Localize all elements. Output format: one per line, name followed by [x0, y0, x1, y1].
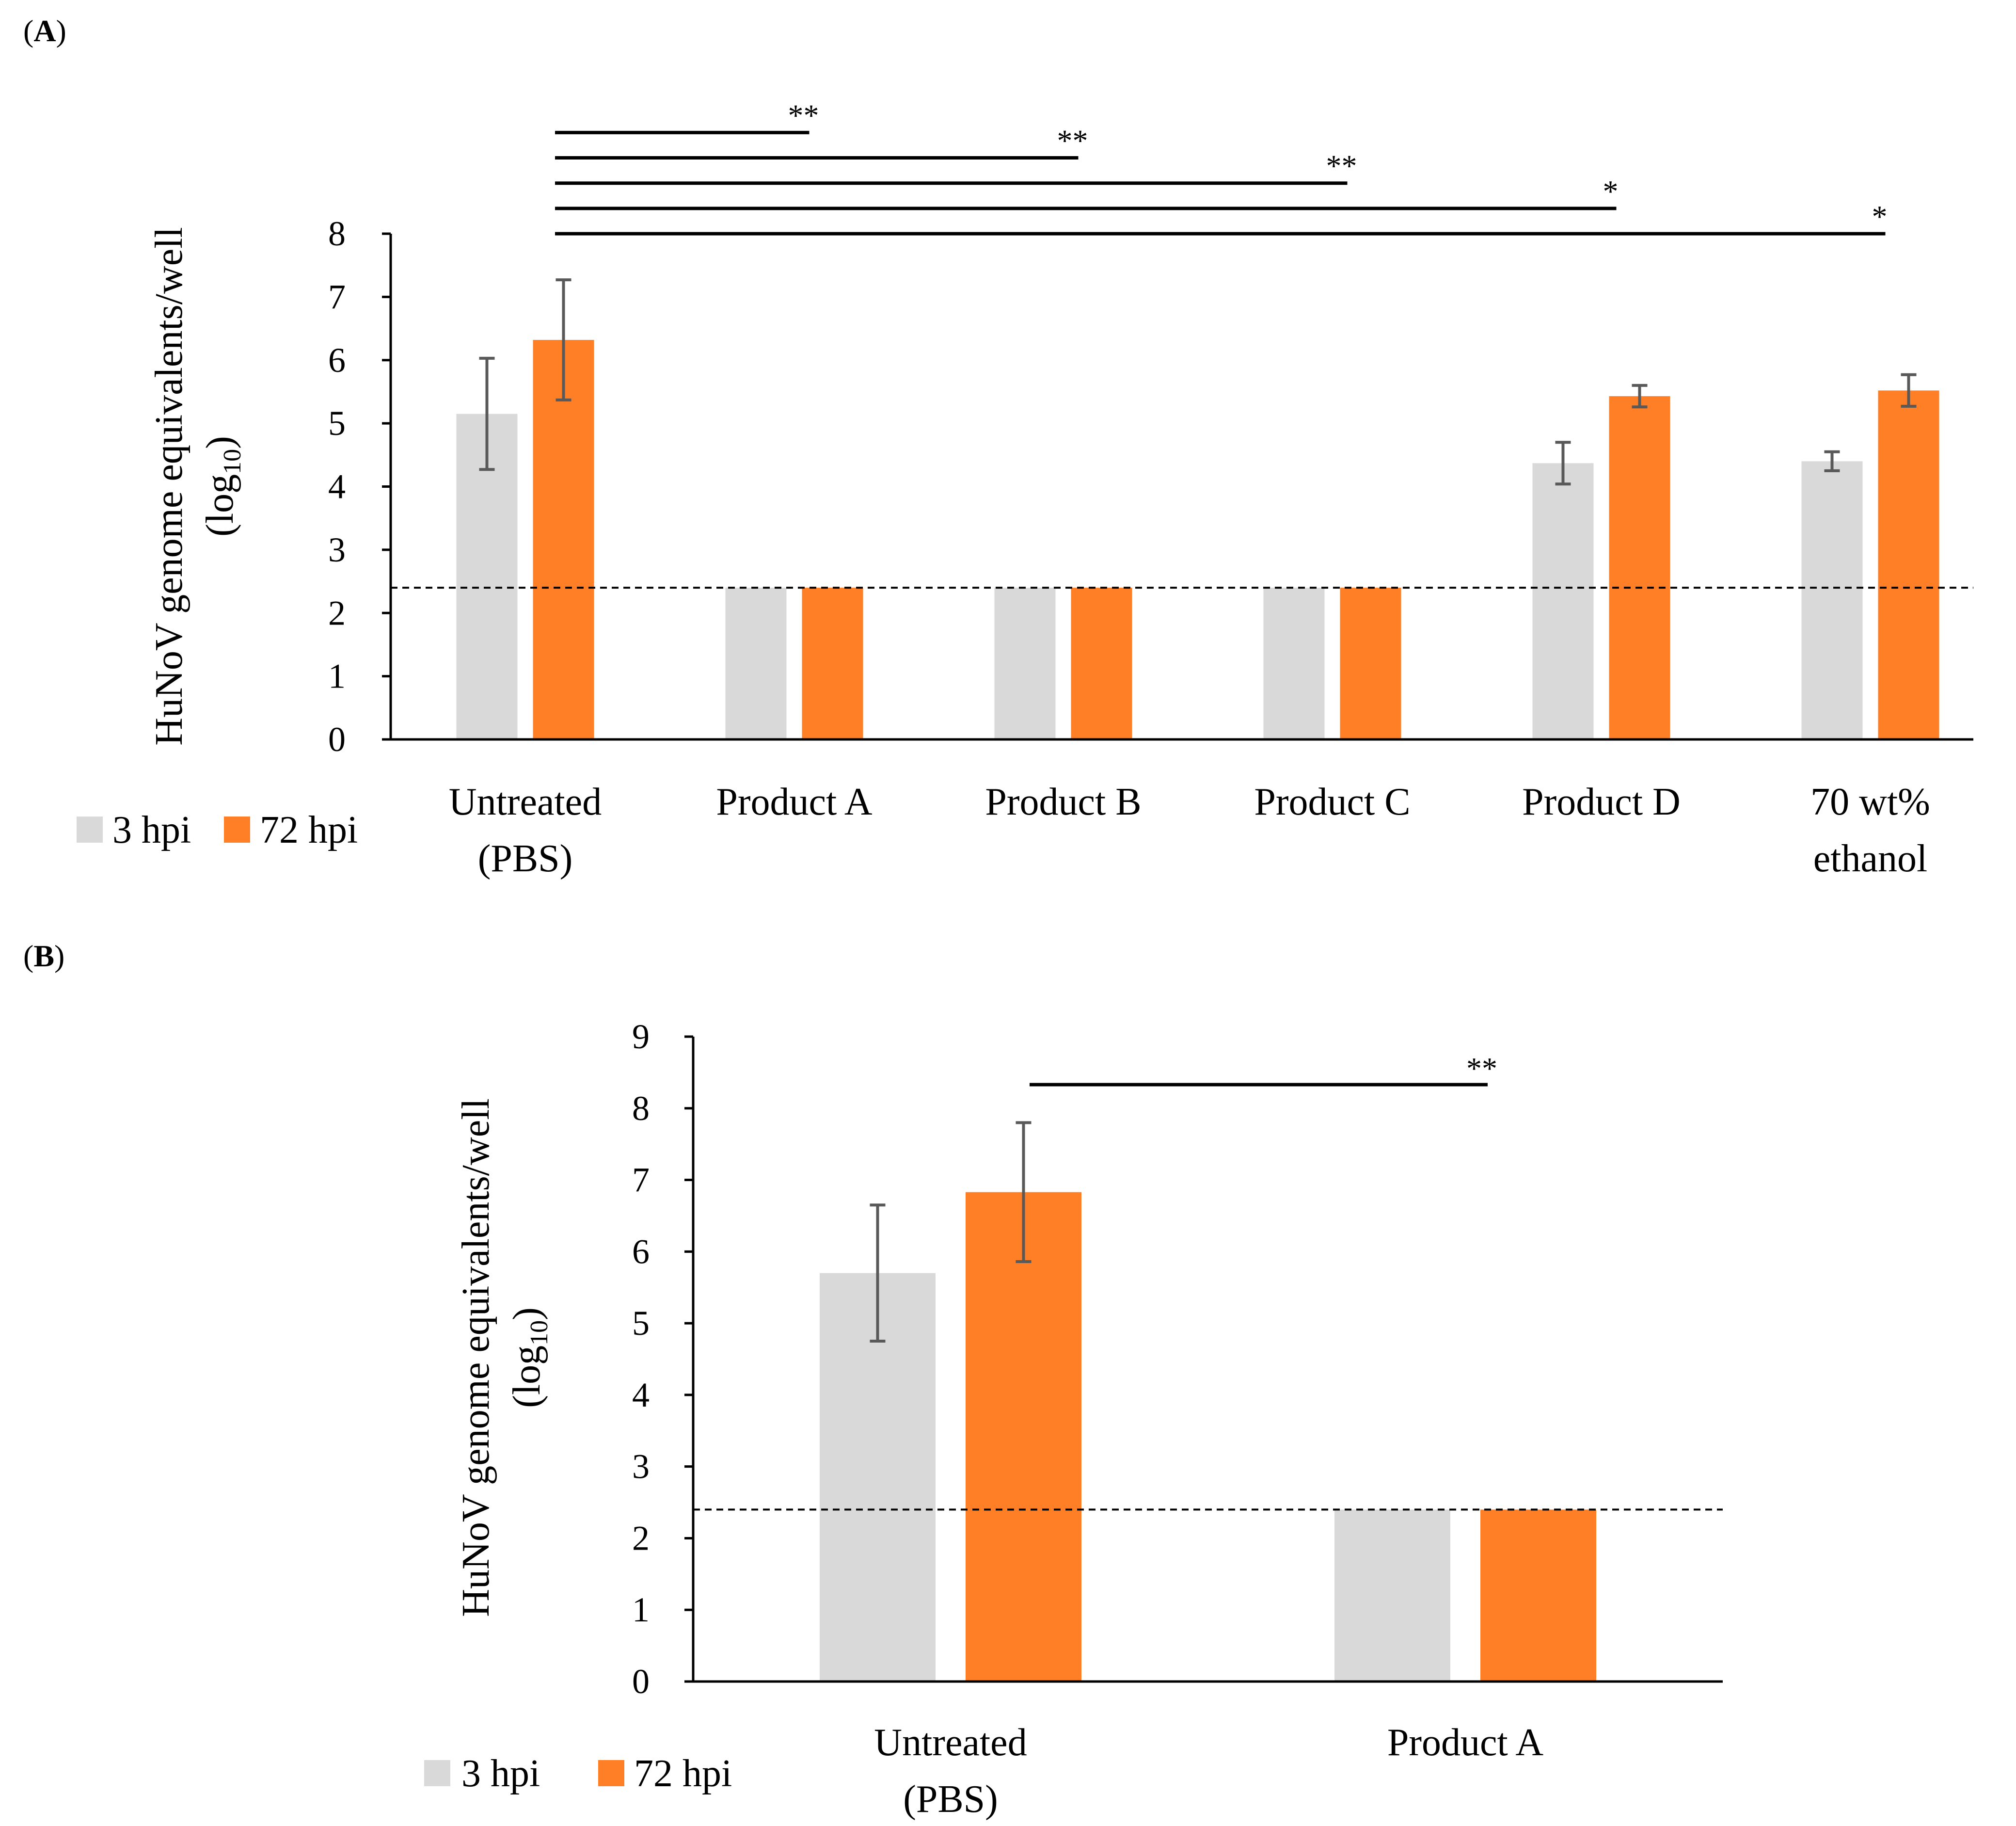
- y-tick-label: 7: [632, 1161, 650, 1200]
- y-tick-label: 1: [632, 1590, 650, 1629]
- error-bar: [479, 356, 495, 471]
- error-bar: [1824, 450, 1840, 472]
- category-label: 70 wt%: [1810, 781, 1930, 823]
- legend: 3 hpi 72 hpi: [77, 809, 358, 851]
- svg-text:HuNoV genome equivalents/well: HuNoV genome equivalents/well: [455, 1098, 497, 1617]
- legend-label: 3 hpi: [461, 1752, 540, 1795]
- y-tick-label: 3: [328, 530, 346, 569]
- y-axis-title: HuNoV genome equivalents/well (log10): [148, 227, 246, 745]
- y-tick-label: 6: [632, 1232, 650, 1271]
- y-tick-label: 9: [632, 1017, 650, 1056]
- legend-label: 3 hpi: [112, 809, 191, 851]
- category-label: Product A: [1387, 1721, 1543, 1764]
- bar-3-hpi-5: [1801, 461, 1863, 739]
- bar-3-hpi-1: [725, 588, 787, 739]
- significance-label: *: [1603, 174, 1619, 208]
- y-tick-label: 6: [328, 341, 346, 380]
- legend-swatch-3hpi: [77, 817, 103, 843]
- legend-swatch-72hpi: [598, 1760, 624, 1786]
- panel-a: (A) HuNoV genome equivalents/well (log10) U…: [23, 14, 1973, 880]
- bar-72-hpi-3: [1340, 588, 1401, 739]
- category-label: Untreated: [874, 1721, 1027, 1764]
- category-label-line2: ethanol: [1813, 837, 1927, 880]
- y-tick-label: 4: [328, 467, 346, 506]
- legend-label: 72 hpi: [634, 1752, 732, 1795]
- panel-b: (B) HuNoV genome equivalents/well (log10) U…: [23, 939, 1723, 1821]
- bar-72-hpi-0: [533, 340, 594, 739]
- bar-72-hpi-1: [1480, 1509, 1596, 1682]
- y-axis-title: HuNoV genome equivalents/well (log10): [455, 1098, 553, 1617]
- error-bar: [870, 1203, 886, 1343]
- bar-3-hpi-1: [1334, 1509, 1450, 1682]
- legend-swatch-72hpi: [224, 817, 250, 843]
- y-tick-label: 0: [328, 720, 346, 759]
- panel-label: (B): [23, 939, 64, 973]
- y-tick-label: 2: [328, 593, 346, 632]
- category-label: Product D: [1522, 781, 1681, 823]
- significance-label: **: [788, 98, 819, 132]
- y-tick-label: 5: [328, 404, 346, 443]
- legend-swatch-3hpi: [424, 1760, 450, 1786]
- error-bar: [1555, 441, 1571, 486]
- category-label: Product C: [1254, 781, 1410, 823]
- bar-72-hpi-4: [1609, 396, 1670, 739]
- category-label: Product B: [985, 781, 1141, 823]
- y-tick-label: 4: [632, 1376, 650, 1414]
- category-label-line2: (PBS): [903, 1778, 998, 1821]
- significance-label: *: [1872, 199, 1888, 234]
- y-tick-label: 7: [328, 277, 346, 316]
- bar-72-hpi-2: [1071, 588, 1132, 739]
- y-tick-label: 2: [632, 1519, 650, 1557]
- svg-text:HuNoV genome equivalents/well: HuNoV genome equivalents/well: [148, 227, 190, 745]
- significance-label: **: [1466, 1051, 1497, 1086]
- legend-label: 72 hpi: [260, 809, 358, 851]
- y-tick-label: 8: [328, 214, 346, 253]
- error-bar: [1901, 373, 1917, 408]
- significance-label: **: [1326, 149, 1357, 183]
- svg-text:(log10): (log10): [506, 1307, 553, 1408]
- svg-text:(log10): (log10): [199, 436, 246, 537]
- category-label: Product A: [716, 781, 872, 823]
- error-bar: [1632, 384, 1648, 409]
- y-tick-label: 3: [632, 1447, 650, 1486]
- legend: 3 hpi 72 hpi: [424, 1752, 732, 1795]
- y-tick-label: 0: [632, 1662, 650, 1701]
- bar-3-hpi-4: [1532, 463, 1594, 739]
- y-tick-label: 5: [632, 1304, 650, 1343]
- category-label-line2: (PBS): [478, 837, 573, 880]
- significance-label: **: [1057, 124, 1088, 158]
- panel-label: (A): [23, 14, 66, 48]
- y-tick-label: 8: [632, 1089, 650, 1128]
- bar-72-hpi-1: [802, 588, 863, 739]
- bar-3-hpi-3: [1263, 588, 1325, 739]
- bar-72-hpi-0: [966, 1192, 1081, 1682]
- category-label: Untreated: [449, 781, 602, 823]
- error-bar: [1016, 1121, 1032, 1264]
- bar-72-hpi-5: [1878, 390, 1939, 739]
- y-tick-label: 1: [328, 657, 346, 696]
- error-bar: [556, 278, 571, 401]
- bar-3-hpi-2: [994, 588, 1056, 739]
